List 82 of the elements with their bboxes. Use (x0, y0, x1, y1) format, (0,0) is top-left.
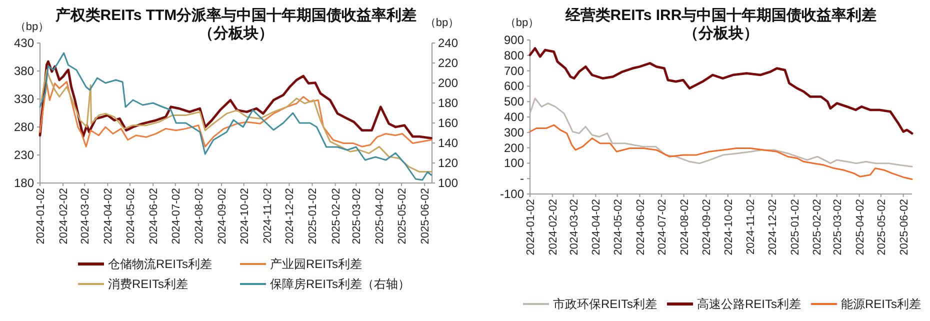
y-tick-label: 400 (504, 110, 524, 124)
y2-tick-label: 180 (438, 96, 458, 110)
legend-label: 消费REITs利差 (108, 277, 188, 291)
legend-label: 保障房REITs利差（右轴） (270, 277, 410, 291)
y-tick-label: 200 (504, 140, 524, 155)
x-tick-label: 2024-07-02 (656, 199, 668, 256)
y-tick-label: 700 (504, 64, 524, 78)
x-tick-label: 2024-06-02 (634, 199, 647, 256)
x-tick-label: 2024-07-02 (170, 188, 182, 244)
chart-subtitle: （分板块） (684, 25, 758, 42)
x-tick-label: 2024-01-02 (525, 199, 537, 256)
x-tick-label: 2024-04-02 (102, 188, 115, 244)
x-tick-label: 2025-05-02 (876, 199, 888, 256)
x-tick-label: 2024-10-02 (238, 188, 251, 244)
x-tick-label: 2025-06-02 (898, 199, 910, 256)
y-tick-label: 800 (504, 48, 524, 62)
line-series (38, 60, 432, 140)
x-tick-label: 2025-06-02 (420, 188, 432, 244)
x-tick-label: 2024-05-02 (125, 188, 138, 244)
x-tick-label: 2025-04-02 (374, 188, 386, 244)
x-tick-label: 2024-04-02 (590, 199, 603, 256)
line-series (529, 124, 913, 180)
x-tick-label: 2025-02-02 (330, 188, 342, 244)
x-tick-label: 2025-01-02 (307, 188, 320, 244)
x-tick-label: 2024-10-02 (722, 199, 735, 256)
y-tick-label: 280 (14, 120, 34, 134)
y2-tick-label: 200 (438, 76, 458, 90)
chart-subtitle: （分板块） (198, 25, 274, 42)
x-tick-label: 2024-02-02 (58, 188, 70, 244)
y2-tick-label: 160 (438, 116, 458, 130)
x-tick-label: 2025-03-02 (832, 199, 844, 256)
line-series (39, 52, 432, 181)
y-tick-label: 500 (504, 94, 524, 109)
y-tick-label: 300 (504, 125, 524, 140)
y2-tick-label: 220 (438, 56, 458, 70)
x-tick-label: 2024-11-02 (262, 188, 274, 244)
y-tick-label: 430 (14, 36, 34, 50)
y2-tick-label: 120 (438, 156, 458, 170)
x-tick-label: 2025-03-02 (351, 188, 364, 244)
line-series (529, 98, 913, 168)
line-series (40, 69, 432, 173)
x-tick-label: 2024-06-02 (148, 188, 160, 244)
y-tick-label: - (520, 172, 524, 186)
y-tick-label: 900 (504, 33, 524, 47)
y-axis-title: （bp） (14, 21, 50, 33)
y-tick-label: 600 (504, 79, 524, 94)
y2-tick-label: 100 (438, 176, 458, 190)
x-tick-label: 2024-08-02 (678, 199, 691, 256)
x-tick-label: 2025-01-02 (789, 199, 802, 256)
y-axis-title: （bp） (504, 17, 540, 29)
line-series (528, 47, 914, 135)
legend-label: 市政环保REITs利差 (553, 297, 658, 311)
x-tick-label: 2025-05-02 (396, 188, 409, 244)
x-tick-label: 2025-02-02 (812, 199, 824, 256)
x-tick-label: 2024-03-02 (568, 199, 580, 256)
x-tick-label: 2024-05-02 (612, 199, 624, 256)
x-tick-label: 2024-11-02 (745, 199, 758, 254)
chart-title: 产权类REITs TTM分派率与中国十年期国债收益率利差 (54, 6, 417, 24)
y-tick-label: 380 (14, 64, 34, 78)
x-tick-label: 2025-04-02 (854, 199, 866, 256)
y-tick-label: 180 (14, 176, 34, 190)
x-tick-label: 2024-03-02 (80, 188, 92, 244)
y2-tick-label: 140 (438, 136, 458, 150)
line-series (39, 80, 432, 148)
y-tick-label: 100 (504, 156, 524, 170)
y2-tick-label: 240 (438, 36, 458, 50)
x-tick-label: 2024-09-02 (701, 199, 714, 256)
y-tick-label: 330 (14, 92, 34, 106)
x-tick-label: 2024-12-02 (284, 188, 296, 244)
y-tick-label: -100 (500, 187, 524, 201)
x-tick-label: 2024-01-02 (35, 188, 47, 244)
legend-label: 仓储物流REITs利差 (108, 257, 212, 271)
chart-title: 经营类REITs IRR与中国十年期国债收益率利差 (564, 6, 877, 24)
x-tick-label: 2024-09-02 (216, 188, 228, 244)
y2-axis-title: （bp） (424, 17, 460, 29)
x-tick-label: 2024-12-02 (766, 199, 779, 256)
legend-label: 能源REITs利差 (841, 297, 922, 311)
x-tick-label: 2024-02-02 (547, 199, 560, 256)
legend-label: 高速公路REITs利差 (697, 297, 802, 311)
legend-label: 产业园REITs利差 (270, 257, 362, 271)
y-tick-label: 230 (14, 148, 34, 162)
x-tick-label: 2024-08-02 (193, 188, 206, 244)
